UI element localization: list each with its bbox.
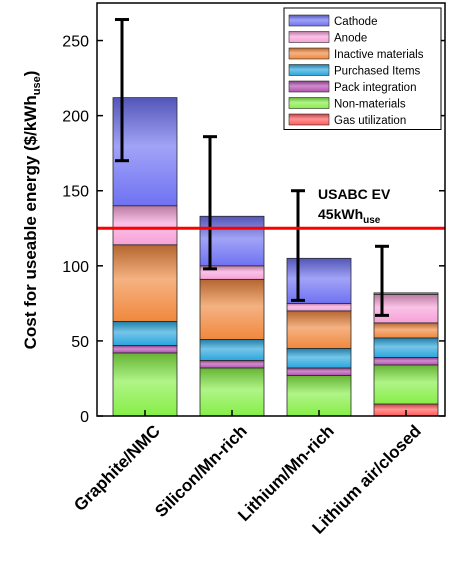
bar-segment-cathode-0	[112, 97, 178, 207]
bar-segment-pack-integration-0	[112, 345, 178, 354]
bar-segment-anode-3	[373, 293, 439, 324]
legend-label-0: Cathode	[334, 16, 377, 28]
bar-segment-purchased-items-1	[199, 339, 265, 361]
y-tick-label-50: 50	[71, 334, 89, 351]
category-label-0: Graphite/NMC	[70, 421, 164, 515]
legend-swatch-6	[288, 113, 330, 126]
category-label-1: Silicon/Mn-rich	[151, 421, 251, 521]
bar-segment-non-materials-3	[373, 364, 439, 405]
legend-label-1: Anode	[334, 33, 367, 45]
plot-frame	[96, 2, 446, 417]
legend-swatch-3	[288, 64, 330, 76]
legend-swatch-5	[288, 97, 330, 109]
legend-swatch-1	[288, 31, 330, 43]
y-tick-label-250: 250	[62, 34, 89, 51]
legend-label-5: Non-materials	[334, 99, 406, 111]
bars-layer	[112, 97, 439, 417]
bar-segment-inactive-materials-3	[373, 322, 439, 339]
legend: Cathode Anode Inactive materials Purchased …	[283, 7, 442, 130]
reference-label-line2: 45kWhuse	[318, 206, 381, 226]
legend-swatch-2	[288, 47, 330, 60]
error-bars-layer	[115, 18, 389, 317]
bar-segment-pack-integration-3	[373, 357, 439, 366]
bar-segment-purchased-items-2	[286, 348, 352, 369]
legend-label-2: Inactive materials	[334, 49, 424, 61]
y-axis-title: Cost for useable energy ($/kWhuse)	[21, 71, 43, 350]
legend-swatch-0	[288, 14, 330, 27]
y-tick-label-100: 100	[62, 259, 89, 276]
legend-swatch-4	[288, 80, 330, 93]
bar-segment-pack-integration-2	[286, 367, 352, 376]
legend-label-4: Pack integration	[334, 82, 416, 94]
y-tick-label-0: 0	[80, 409, 89, 426]
bar-segment-inactive-materials-0	[112, 244, 178, 322]
bar-segment-cathode-3	[373, 292, 439, 295]
legend-label-3: Purchased Items	[334, 66, 421, 78]
bar-segment-pack-integration-1	[199, 360, 265, 369]
bar-segment-non-materials-2	[286, 375, 352, 417]
reference-label-line1: USABC EV	[318, 186, 391, 202]
bar-segment-non-materials-1	[199, 367, 265, 417]
bar-segment-purchased-items-0	[112, 320, 178, 346]
y-axis: 0 50 100 150 200 250	[62, 34, 445, 426]
bar-segment-purchased-items-3	[373, 337, 439, 358]
bar-segment-inactive-materials-1	[199, 278, 265, 340]
bar-segment-anode-2	[286, 302, 352, 312]
bar-segment-anode-0	[112, 205, 178, 246]
y-tick-label-150: 150	[62, 184, 89, 201]
bar-segment-non-materials-0	[112, 352, 178, 417]
x-axis-labels: Graphite/NMCSilicon/Mn-richLithium/Mn-ri…	[70, 421, 425, 537]
bar-segment-inactive-materials-2	[286, 310, 352, 349]
y-tick-label-200: 200	[62, 109, 89, 126]
legend-label-6: Gas utilization	[334, 115, 406, 127]
